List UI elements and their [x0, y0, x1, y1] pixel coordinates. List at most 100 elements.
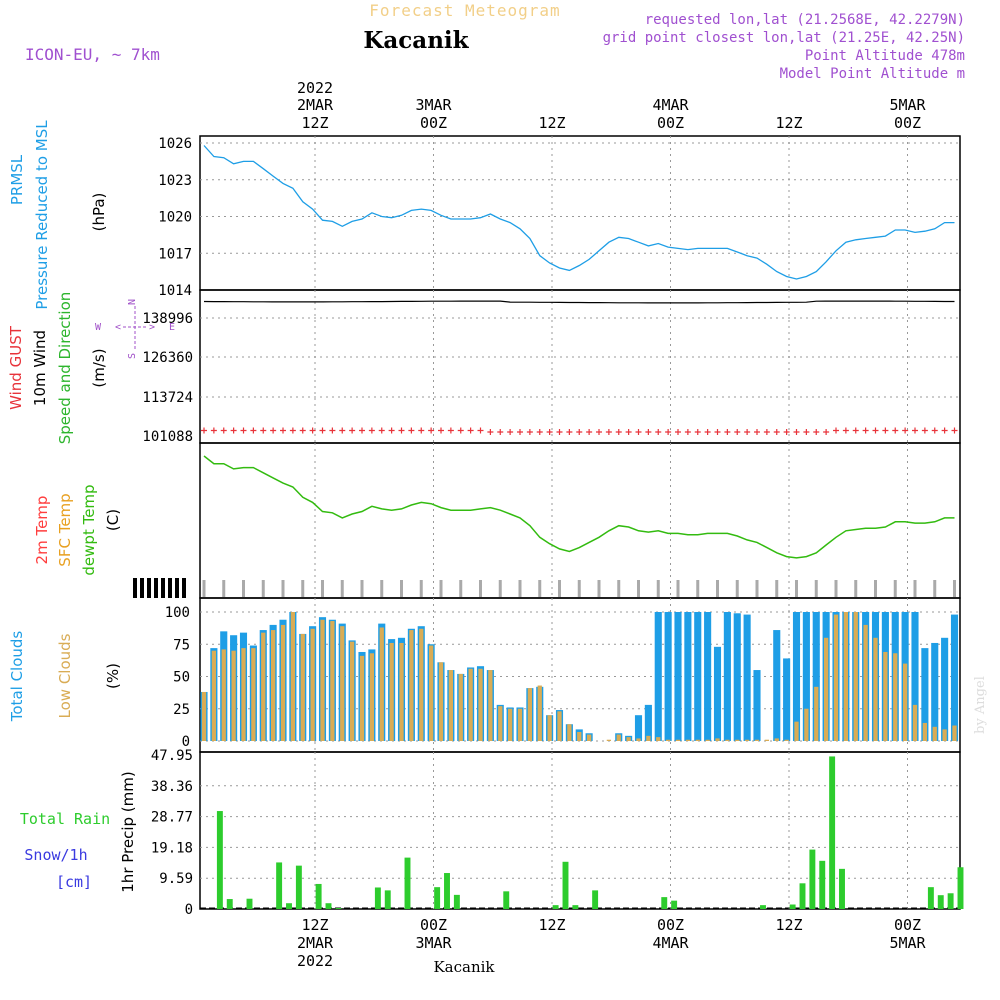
gust-marker — [951, 427, 958, 434]
top-tick-hour: 12Z — [538, 114, 565, 132]
clouds-tick-label: 0 — [182, 734, 190, 750]
pressure-unit: (hPa) — [90, 193, 108, 232]
gust-marker — [902, 427, 909, 434]
temp-tick-bar — [360, 580, 364, 597]
low-clouds-bar — [646, 735, 651, 741]
rain-bar — [434, 887, 441, 909]
low-clouds-bar — [389, 642, 394, 741]
rain-bar — [216, 811, 223, 909]
low-clouds-bar — [359, 655, 365, 741]
gust-marker — [536, 429, 543, 435]
info-line: Model Point Altitude m — [780, 66, 965, 82]
gust-marker — [349, 427, 356, 434]
total-clouds-bar — [694, 612, 702, 741]
gust-marker — [803, 429, 810, 435]
top-tick-date: 5MAR — [889, 96, 926, 114]
low-clouds-bar — [744, 739, 750, 741]
low-clouds-bar — [922, 722, 928, 741]
low-clouds-bar — [221, 649, 226, 741]
rain-label: Total Rain — [20, 810, 110, 828]
rain-bar — [453, 894, 460, 909]
gust-marker — [289, 427, 296, 434]
temp-tick-bar — [597, 580, 601, 597]
low-clouds-bar — [557, 711, 562, 741]
low-clouds-bar — [547, 715, 552, 741]
low-clouds-bar — [468, 668, 473, 741]
compass-south: S — [127, 353, 138, 359]
total-clouds-bar — [713, 646, 722, 741]
bottom-tick-hour: 00Z — [420, 916, 447, 934]
temp-tick-bar — [498, 580, 502, 597]
gust-marker — [694, 429, 701, 435]
precip-unit: 1hr Precip (mm) — [119, 771, 137, 892]
clouds-tick-label: 25 — [173, 702, 190, 718]
temp-tick-bar — [400, 580, 403, 597]
rain-bar — [789, 904, 796, 909]
temp-tick-label-overlap — [168, 578, 172, 598]
dewpt-line — [203, 455, 955, 559]
low-clouds-bar — [952, 725, 957, 741]
temp-tick-bar — [261, 580, 265, 597]
gust-marker — [210, 427, 217, 434]
temp-tick-bar — [340, 580, 344, 597]
gust-marker — [260, 427, 267, 434]
pressure-tick-label: 1026 — [158, 136, 192, 152]
low-clouds-bar — [586, 734, 592, 741]
low-clouds-bar — [567, 724, 572, 741]
gust-marker — [941, 427, 948, 434]
gust-marker — [546, 429, 553, 435]
credit: by Angel — [973, 676, 988, 734]
low-clouds-bar — [458, 673, 463, 741]
temp-tick-bar — [617, 580, 621, 597]
gust-marker — [497, 429, 504, 435]
pressure-line — [203, 145, 955, 280]
low-clouds-bar — [320, 619, 325, 741]
gust-marker — [892, 427, 899, 434]
total-clouds-bar — [664, 612, 672, 741]
temp-tick-bar — [202, 580, 206, 597]
precip-tick-label: 0 — [185, 902, 193, 918]
precip-tick-label: 47.95 — [151, 748, 193, 764]
low-clouds-bar — [261, 632, 266, 741]
temp-tick-bar — [696, 580, 700, 597]
gust-marker — [556, 429, 563, 435]
total-clouds-bar — [733, 613, 741, 741]
gust-marker — [763, 429, 770, 435]
gust-marker — [882, 427, 889, 434]
panel-frame-wind — [199, 289, 961, 444]
gust-marker — [754, 429, 760, 435]
gust-marker — [418, 427, 425, 434]
temp-tick-bar — [538, 580, 542, 597]
low-clouds-bar — [784, 739, 789, 741]
low-clouds-bar — [428, 645, 434, 741]
low-clouds-bar — [507, 708, 513, 741]
total-clouds-bar — [812, 612, 820, 741]
gust-marker — [507, 429, 514, 435]
gust-marker — [270, 427, 277, 434]
top-tick-year: 2022 — [297, 79, 333, 97]
temp-tick-bar — [656, 580, 660, 597]
gust-marker — [823, 429, 830, 435]
low-clouds-bar — [379, 627, 384, 741]
rain-bar — [592, 890, 599, 909]
low-clouds-bar — [448, 670, 454, 741]
gust-marker — [388, 427, 395, 434]
low-clouds-bar — [715, 738, 720, 741]
gust-marker — [833, 427, 839, 434]
total-clouds-label: Total Clouds — [8, 631, 26, 723]
low-clouds-bar — [695, 739, 700, 741]
bottom-tick-hour: 12Z — [538, 916, 565, 934]
temp-tick-bar — [735, 580, 739, 597]
rain-bar — [927, 887, 934, 909]
gust-marker — [368, 427, 375, 434]
temp-tick-bar — [854, 580, 858, 597]
info-line: requested lon,lat (21.2568E, 42.2279N) — [645, 12, 965, 28]
rain-bar — [384, 890, 391, 909]
total-clouds-bar — [773, 630, 781, 741]
wind-unit: (m/s) — [90, 348, 108, 387]
total-clouds-bar — [743, 614, 751, 741]
low-clouds-bar — [349, 641, 355, 741]
low-clouds-bar — [577, 731, 582, 741]
low-clouds-bar — [863, 624, 868, 741]
low-clouds-bar — [754, 739, 760, 741]
